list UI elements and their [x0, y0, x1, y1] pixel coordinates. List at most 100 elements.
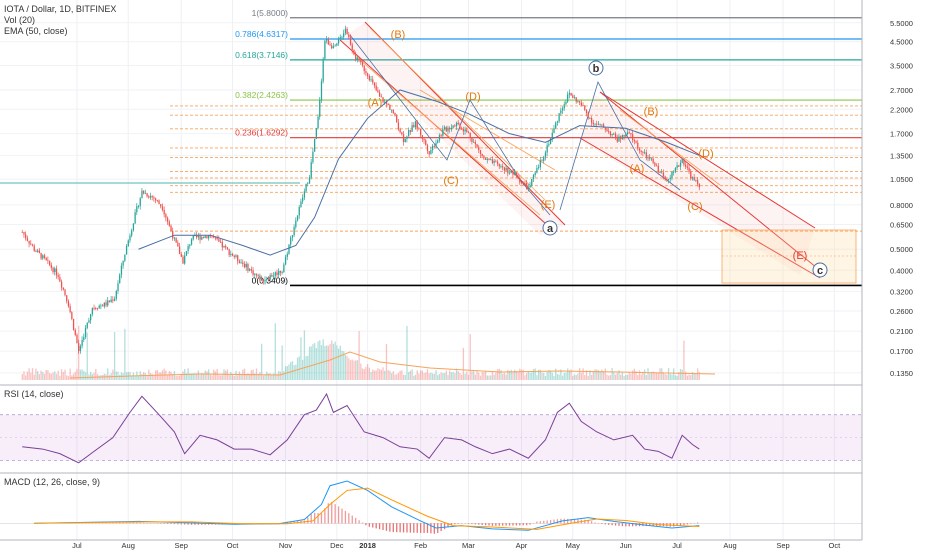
volume-bar: [322, 339, 324, 380]
volume-bar: [428, 373, 430, 380]
volume-bar: [108, 374, 111, 380]
candle-body: [437, 140, 439, 143]
candle-body: [237, 255, 239, 261]
volume-bar: [196, 373, 198, 380]
volume-bar: [512, 372, 514, 380]
volume-bar: [626, 374, 629, 380]
volume-bar: [390, 373, 393, 380]
candle-body: [177, 242, 179, 247]
volume-bar: [674, 375, 677, 380]
macd-hist-bar: [652, 523, 654, 526]
volume-bar: [189, 373, 191, 380]
candle-body: [543, 156, 545, 161]
candle-body: [168, 221, 170, 226]
volume-bar: [652, 371, 654, 380]
x-tick-label: Oct: [829, 541, 842, 550]
volume-bar: [567, 368, 569, 380]
volume-bar: [657, 372, 659, 380]
candle-body: [341, 36, 343, 38]
candle-body: [26, 238, 29, 241]
volume-bar: [531, 372, 533, 380]
candle-body: [418, 128, 420, 130]
candle-body: [290, 237, 292, 245]
candle-body: [536, 168, 538, 173]
wave-label: (C): [687, 201, 702, 213]
candle-body: [28, 240, 30, 244]
macd-hist-bar: [488, 523, 490, 526]
volume-bar: [500, 369, 502, 380]
candle-body: [662, 172, 665, 177]
macd-hist-bar: [204, 523, 206, 525]
macd-hist-bar: [556, 519, 559, 524]
candle-body: [119, 274, 121, 284]
candle-body: [21, 232, 23, 233]
volume-bar: [373, 370, 376, 380]
macd-hist-bar: [406, 523, 408, 533]
volume-bar: [325, 345, 328, 380]
candle-body: [93, 308, 95, 309]
wave-circle: [588, 60, 604, 76]
y-tick-label: 1.3500: [890, 151, 913, 160]
candle-body: [148, 196, 150, 198]
volume-bar: [312, 344, 314, 380]
candle-body: [620, 136, 622, 140]
candle-body: [54, 268, 56, 273]
candle-body: [76, 334, 78, 344]
candle-body: [464, 129, 466, 132]
candle-body: [647, 156, 649, 159]
x-tick-label: May: [566, 541, 580, 550]
volume-bar: [245, 374, 247, 380]
volume-bar: [676, 375, 678, 380]
macd-hist-bar: [78, 522, 80, 524]
candle-body: [630, 133, 632, 135]
volume-bar: [353, 360, 355, 380]
volume-bar: [638, 370, 641, 380]
candle-body: [334, 45, 336, 47]
candle-body: [238, 260, 241, 264]
macd-hist-bar: [570, 519, 572, 524]
macd-hist-bar: [88, 522, 90, 524]
candle-body: [172, 231, 174, 239]
y-tick-label: 0.3200: [890, 287, 913, 296]
candle-body: [674, 168, 677, 172]
candle-body: [626, 132, 629, 135]
volume-bar: [505, 374, 507, 380]
candle-body: [664, 176, 666, 180]
candle-body: [637, 142, 639, 149]
volume-bar: [343, 351, 345, 380]
fib-label: 0.618(3.7146): [235, 50, 288, 60]
x-tick-label: Apr: [516, 541, 528, 550]
macd-hist-bar: [450, 523, 453, 526]
macd-hist-bar: [543, 520, 545, 524]
candle-body: [264, 279, 266, 282]
candle-body: [695, 180, 697, 181]
candle-body: [433, 145, 435, 147]
volume-bar: [151, 373, 153, 380]
channel-line: [599, 91, 816, 229]
volume-bar: [423, 373, 425, 380]
macd-hist-bar: [676, 523, 678, 526]
candle-body: [479, 150, 482, 155]
volume-bar: [84, 372, 87, 380]
candle-body: [442, 129, 444, 136]
candle-body: [86, 322, 88, 328]
macd-hist-bar: [382, 523, 384, 531]
candle-body: [124, 254, 126, 261]
candle-body: [67, 301, 70, 307]
candle-body: [146, 193, 148, 197]
macd-hist-bar: [194, 523, 196, 525]
candle-body: [510, 171, 512, 173]
volume-bar: [148, 369, 150, 380]
volume-bar: [443, 373, 446, 380]
volume-bar: [536, 375, 538, 380]
candle-body: [443, 127, 446, 130]
candle-body: [582, 105, 584, 106]
candle-body: [269, 275, 271, 280]
volume-bar: [548, 369, 550, 380]
candle-body: [66, 295, 68, 302]
macd-hist-bar: [327, 503, 329, 524]
macd-hist-bar: [539, 521, 541, 524]
volume-bar: [493, 374, 495, 380]
volume-bar: [119, 374, 121, 380]
